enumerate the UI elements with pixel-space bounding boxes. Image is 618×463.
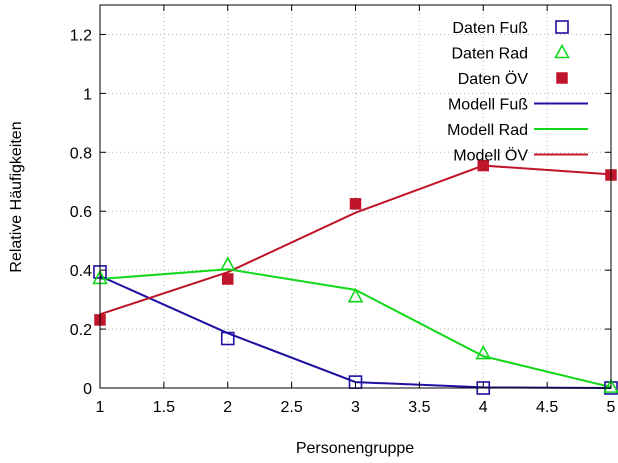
legend-label: Modell ÖV (453, 147, 528, 165)
y-tick-label: 0 (83, 381, 92, 398)
data-point (475, 344, 492, 360)
x-tick-label: 4 (479, 399, 488, 416)
legend-label: Daten Fuß (452, 20, 528, 37)
data-point (220, 331, 235, 346)
x-tick-label: 1.5 (153, 399, 175, 416)
data-point (603, 378, 618, 393)
x-tick-label: 2 (223, 399, 232, 416)
data-point (219, 256, 236, 271)
series-line-3 (99, 164, 612, 316)
data-point (349, 198, 362, 210)
data-point (477, 159, 489, 172)
legend-item: Daten ÖV (458, 70, 568, 88)
y-tick-label: 0.2 (70, 322, 92, 339)
legend-label: Daten Rad (452, 46, 529, 63)
legend-label: Modell Rad (447, 122, 528, 139)
series-line-1 (99, 275, 612, 389)
y-axis-title: Relative Häufigkeiten (8, 121, 25, 272)
x-tick-label: 1 (96, 399, 105, 416)
plot-frame (99, 4, 612, 389)
data-point (347, 287, 364, 303)
legend-marker-sample (556, 72, 568, 84)
grid-layer (100, 5, 611, 388)
x-tick-label: 3 (351, 399, 360, 416)
legend-item: Modell Rad (447, 122, 588, 139)
x-tick-label: 5 (607, 399, 616, 416)
legend-item: Modell ÖV (453, 147, 588, 165)
y-tick-label: 1 (83, 86, 92, 103)
legend: Daten Fuß Daten Rad Daten ÖV Modell Fuß Mode… (447, 20, 588, 165)
y-tick-label: 1.2 (70, 27, 92, 44)
y-tick-label: 0.6 (70, 204, 92, 221)
legend-label: Daten ÖV (458, 70, 529, 88)
legend-label: Modell Fuß (448, 97, 528, 114)
legend-item: Daten Fuß (452, 20, 569, 37)
legend-marker-sample (555, 20, 569, 34)
x-tick-label: 2.5 (281, 399, 303, 416)
x-tick-label: 3.5 (408, 399, 430, 416)
series-points-3 (94, 159, 617, 326)
legend-item: Modell Fuß (448, 97, 588, 114)
y-tick-label: 0.4 (70, 263, 92, 280)
y-tick-label: 0.8 (70, 145, 92, 162)
data-point (222, 273, 234, 285)
x-tick-label: 4.5 (536, 399, 558, 416)
legend-item: Daten Rad (452, 43, 570, 63)
tick-layer: 1 1.5 2 2.5 3 3.5 4 4.5 5 0 0.2 0.4 0.6 0.8 1 1.2 (70, 5, 616, 416)
legend-marker-sample (554, 43, 570, 59)
x-axis-title: Personengruppe (296, 440, 414, 457)
